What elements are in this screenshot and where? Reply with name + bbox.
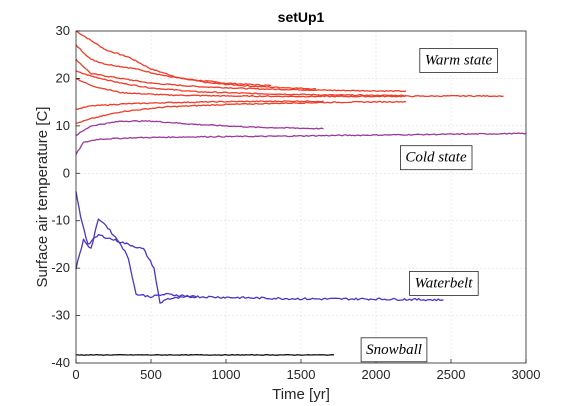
ticks: 0 500 1000 1500 2000 2500 3000 -40 -30 -20 -10 0 10 2… (51, 23, 540, 382)
series-line-warm-3 (75, 70, 407, 97)
series-line-snowball-11 (76, 354, 335, 356)
y-tick-label: -30 (51, 308, 70, 323)
x-tick-label: 1500 (287, 367, 316, 382)
y-tick-label: 0 (63, 165, 70, 180)
annotation-frame (399, 145, 473, 171)
x-tick-label: 3000 (512, 367, 541, 382)
x-tick-label: 0 (72, 367, 79, 382)
x-tick-label: 500 (140, 367, 162, 382)
annotation-frame (360, 337, 428, 363)
series-line-warm-0 (75, 30, 272, 87)
series-line-warm-1 (75, 44, 317, 90)
annotation-box: Warm state (419, 48, 498, 73)
annotation-box: Snowball (360, 337, 428, 363)
y-tick-label: 10 (56, 118, 70, 133)
annotation-text: Cold state (405, 150, 467, 166)
x-tick-label: 1000 (212, 367, 241, 382)
annotation-text: Snowball (366, 342, 422, 358)
series-layer (75, 30, 527, 356)
series-line-warm-6 (75, 100, 406, 124)
series-line-waterbelt-9 (75, 191, 444, 304)
x-tick-label: 2500 (437, 367, 466, 382)
series-line-warm-5 (75, 100, 324, 110)
annotation-frame (409, 270, 479, 296)
annotation-text: Waterbelt (415, 275, 474, 291)
y-axis-label: Surface air temperature [C] (34, 107, 51, 288)
y-tick-label: 20 (56, 70, 70, 85)
y-tick-label: -10 (51, 213, 70, 228)
annotation-box: Waterbelt (409, 270, 479, 296)
series-line-cold-7 (75, 119, 324, 137)
series-line-warm-4 (75, 78, 504, 98)
x-axis-label: Time [yr] (272, 386, 330, 403)
annotation-box: Cold state (399, 145, 473, 171)
x-tick-label: 2000 (362, 367, 391, 382)
y-tick-label: -20 (51, 260, 70, 275)
annotation-text: Warm state (425, 52, 493, 68)
series-line-waterbelt-10 (75, 218, 197, 299)
annotations: Warm state Cold state Waterbelt Snowball (360, 48, 498, 363)
y-tick-label: 30 (56, 23, 70, 38)
series-line-cold-8 (75, 132, 527, 155)
annotation-frame (419, 48, 498, 73)
y-tick-label: -40 (51, 355, 70, 370)
chart-title: setUp1 (278, 9, 325, 25)
series-line-warm-2 (75, 58, 407, 93)
